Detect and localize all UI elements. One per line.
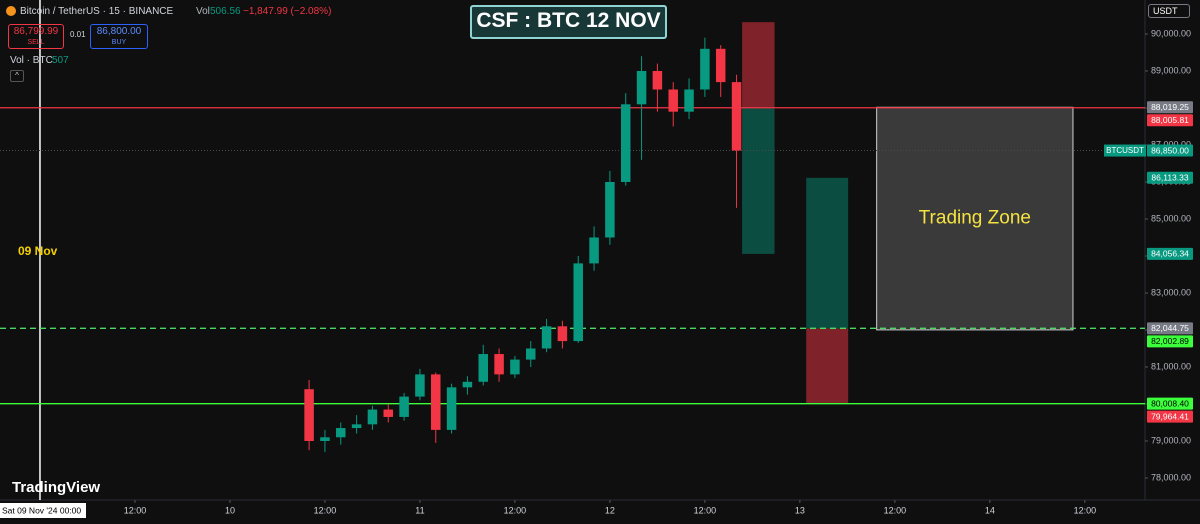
candle-body bbox=[462, 381, 473, 388]
trading-zone bbox=[876, 106, 1074, 331]
x-tick-label: 12:00 bbox=[504, 505, 527, 515]
x-tick-label: 13 bbox=[795, 505, 805, 515]
price-tag-label: 79,964.41 bbox=[1151, 411, 1189, 421]
x-tick-label: 12:00 bbox=[124, 505, 147, 515]
price-tag bbox=[1147, 247, 1193, 260]
y-tick-label: 85,000.00 bbox=[1151, 213, 1191, 223]
buy-button[interactable]: 86,800.00 BUY bbox=[90, 24, 148, 49]
price-tag-label: 84,056.34 bbox=[1151, 249, 1189, 259]
sell-label: SELL bbox=[27, 39, 45, 46]
currency-select[interactable]: USDT bbox=[1148, 4, 1190, 18]
cursor-axis-label: Sat 09 Nov '24 00:00 bbox=[2, 505, 81, 515]
x-tick-label: 12:00 bbox=[314, 505, 337, 515]
price-tag-label: 86,113.33 bbox=[1151, 173, 1188, 183]
price-tag bbox=[1147, 171, 1193, 184]
y-tick-label: 87,000.00 bbox=[1151, 139, 1191, 149]
candle-body bbox=[336, 428, 346, 438]
candle-body bbox=[351, 424, 362, 429]
change: −1,847.99 (−2.08%) bbox=[243, 6, 332, 17]
price-tag bbox=[1147, 144, 1193, 157]
price-tag bbox=[1147, 114, 1193, 127]
sell-button[interactable]: 86,799.99 SELL bbox=[8, 24, 64, 49]
sell-price: 86,799.99 bbox=[13, 26, 59, 37]
candle-body bbox=[478, 354, 489, 382]
x-tick-label: 11 bbox=[415, 505, 424, 515]
price-tag-name-box bbox=[1104, 144, 1146, 157]
zone-label: Trading Zone bbox=[919, 208, 1031, 229]
y-tick-label: 83,000.00 bbox=[1151, 287, 1191, 297]
price-tag bbox=[1147, 397, 1193, 410]
position-stop bbox=[806, 328, 849, 404]
candle-body bbox=[731, 82, 742, 151]
candle-body bbox=[431, 374, 441, 430]
candle-body bbox=[320, 437, 330, 441]
candle-body bbox=[573, 263, 583, 342]
candle-body bbox=[557, 326, 568, 342]
buy-price: 86,800.00 bbox=[96, 26, 142, 37]
collapse[interactable]: ^ bbox=[10, 70, 24, 82]
watermark: TradingView bbox=[12, 479, 101, 496]
coin-icon bbox=[6, 6, 16, 16]
price-tag bbox=[1147, 335, 1193, 348]
candle-body bbox=[668, 89, 678, 112]
price-tag bbox=[1147, 101, 1193, 114]
candle-body bbox=[525, 348, 536, 360]
y-tick-label: 78,000.00 bbox=[1151, 472, 1191, 482]
buy-label: BUY bbox=[111, 39, 127, 46]
y-tick-label: 89,000.00 bbox=[1151, 65, 1191, 75]
position-target bbox=[742, 107, 775, 254]
vol-value: 506.56 bbox=[210, 6, 241, 17]
price-tag-label: 80,008.40 bbox=[1151, 398, 1189, 408]
candle-body bbox=[304, 389, 314, 441]
candle-body bbox=[367, 409, 378, 425]
candle-body bbox=[715, 48, 726, 83]
candle-body bbox=[494, 354, 504, 375]
price-tag-label: 88,019.25 bbox=[1151, 102, 1189, 112]
price-tag bbox=[1147, 410, 1193, 423]
candle-body bbox=[589, 237, 599, 264]
candle-body bbox=[700, 48, 710, 90]
y-tick-label: 90,000.00 bbox=[1151, 28, 1191, 38]
x-tick-label: 12:00 bbox=[694, 505, 717, 515]
vol-indicator: Vol · BTC bbox=[10, 55, 53, 66]
price-tag-name: BTCUSDT bbox=[1106, 146, 1144, 155]
vol-label: Vol bbox=[196, 6, 210, 17]
candle-body bbox=[415, 374, 425, 397]
position-target bbox=[806, 177, 849, 329]
price-tag-label: 86,850.00 bbox=[1151, 145, 1189, 155]
x-tick-label: 14 bbox=[985, 505, 995, 515]
x-tick-label: 12:00 bbox=[1074, 505, 1097, 515]
title: CSF : BTC 12 NOV bbox=[470, 5, 667, 39]
spread: 0.01 bbox=[70, 30, 86, 39]
candle-body bbox=[510, 359, 520, 375]
x-tick-label: 12:00 bbox=[884, 505, 907, 515]
x-tick-label: 10 bbox=[225, 505, 235, 515]
candle-body bbox=[652, 71, 663, 90]
cursor-axis-box bbox=[0, 503, 86, 518]
candle-body bbox=[684, 89, 694, 112]
price-tag-label: 82,044.75 bbox=[1151, 323, 1189, 333]
price-tag-label: 88,005.81 bbox=[1151, 115, 1189, 125]
candle-body bbox=[446, 387, 457, 430]
vol-indicator-value: 507 bbox=[52, 55, 69, 66]
candle-body bbox=[399, 396, 409, 417]
price-tag bbox=[1147, 322, 1193, 335]
symbol: Bitcoin / TetherUS · 15 · BINANCE bbox=[20, 6, 174, 17]
x-tick-label: 12 bbox=[605, 505, 615, 515]
cursor-label: 09 Nov bbox=[18, 244, 58, 258]
candle-body bbox=[541, 326, 552, 349]
candle-body bbox=[620, 104, 631, 182]
candle-body bbox=[383, 409, 394, 417]
y-tick-label: 79,000.00 bbox=[1151, 435, 1191, 445]
candle-body bbox=[605, 181, 615, 238]
position-stop bbox=[742, 22, 775, 108]
price-tag-label: 82,002.89 bbox=[1151, 336, 1189, 346]
candle-body bbox=[636, 71, 647, 105]
y-tick-label: 81,000.00 bbox=[1151, 361, 1191, 371]
